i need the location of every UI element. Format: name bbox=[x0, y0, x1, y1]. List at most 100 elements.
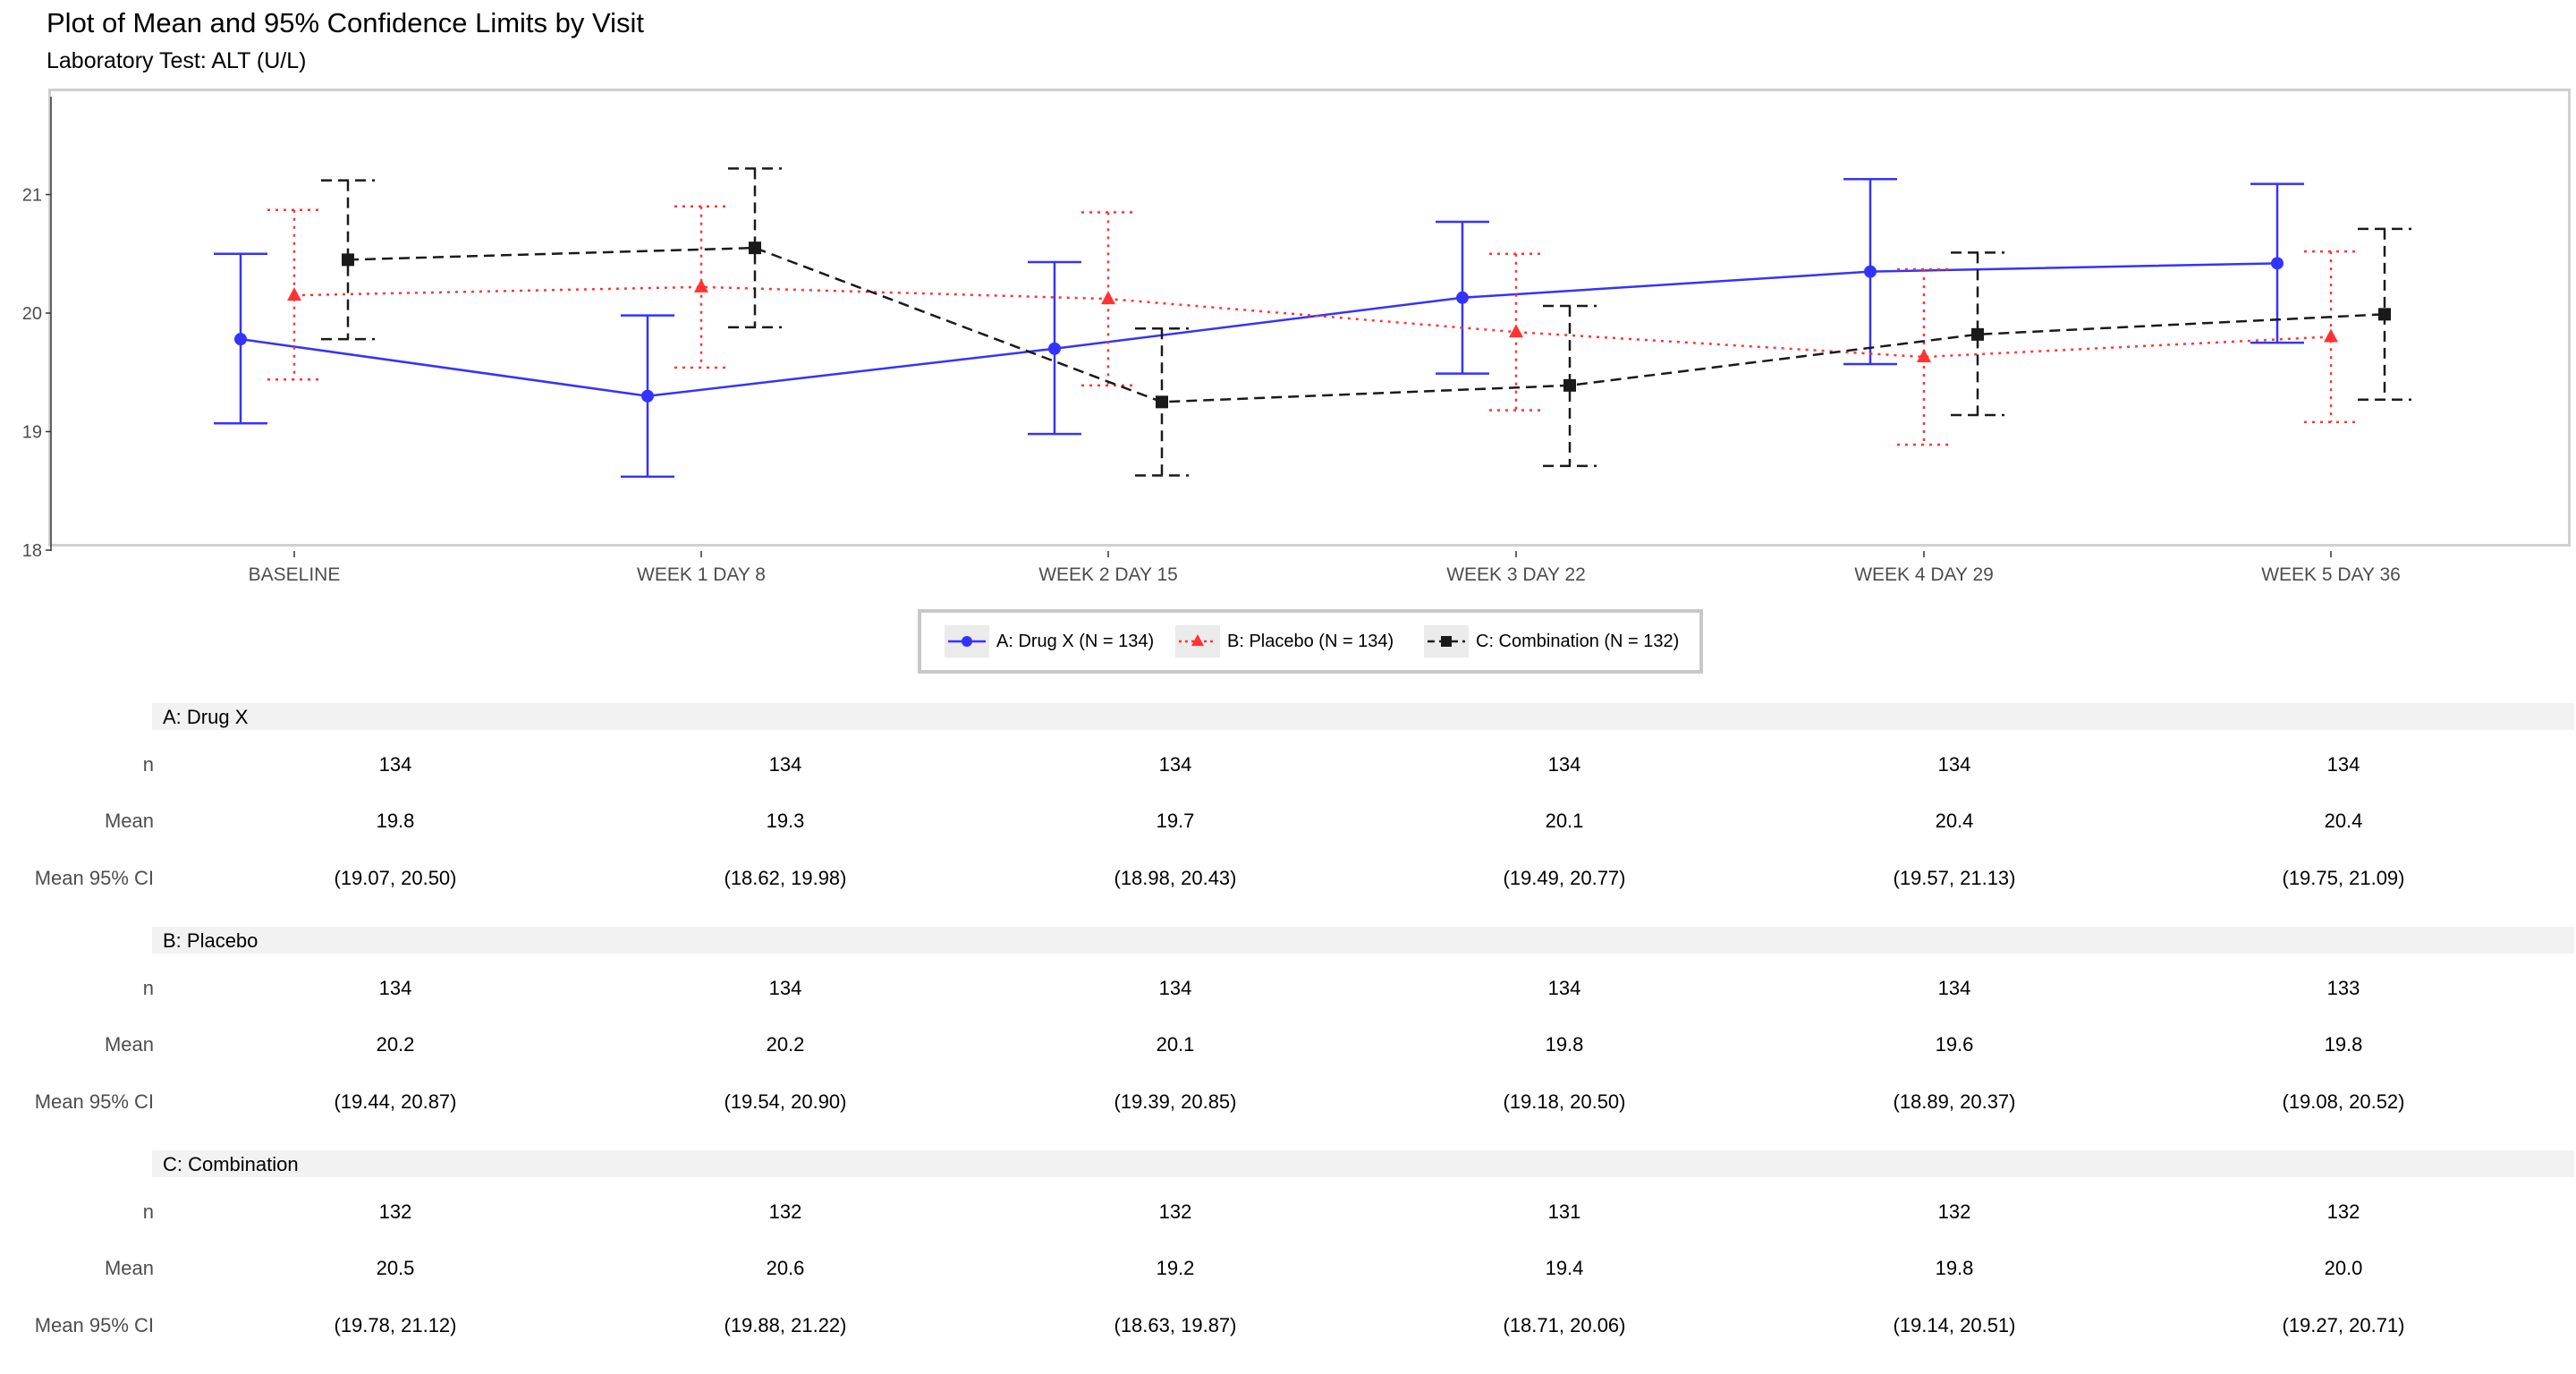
row-label-mean: Mean bbox=[104, 1033, 154, 1056]
table-cell: 20.1 bbox=[1545, 810, 1584, 832]
table-cell: 132 bbox=[1158, 1200, 1192, 1223]
data-point-combination bbox=[1156, 395, 1168, 409]
table-cell: 132 bbox=[2326, 1200, 2360, 1223]
table-cell: (18.62, 19.98) bbox=[724, 867, 847, 889]
table-cell: 20.4 bbox=[2324, 810, 2363, 832]
row-label-ci: Mean 95% CI bbox=[34, 1090, 154, 1113]
table-cell: (18.89, 20.37) bbox=[1893, 1090, 2016, 1113]
group-strip-combination: C: Combination bbox=[152, 1150, 2574, 1177]
table-cell: 134 bbox=[1158, 977, 1192, 999]
group-label: A: Drug X bbox=[163, 706, 249, 728]
table-cell: (19.27, 20.71) bbox=[2282, 1314, 2405, 1336]
data-point-drug-x bbox=[1048, 342, 1061, 355]
legend-label-placebo: B: Placebo (N = 134) bbox=[1227, 631, 1394, 651]
table-cell: 20.2 bbox=[376, 1033, 415, 1056]
table-cell: (19.75, 21.09) bbox=[2282, 867, 2405, 889]
table-cell: (19.88, 21.22) bbox=[724, 1314, 847, 1336]
table-cell: (18.98, 20.43) bbox=[1114, 867, 1237, 889]
x-tick-label: WEEK 4 DAY 29 bbox=[1854, 564, 1994, 585]
data-point-combination bbox=[2378, 308, 2391, 321]
table-cell: 132 bbox=[378, 1200, 412, 1223]
legend-key-triangle-icon bbox=[1175, 625, 1220, 657]
y-tick-label: 18 bbox=[22, 541, 42, 561]
table-cell: (18.71, 20.06) bbox=[1503, 1314, 1626, 1336]
y-tick-label: 19 bbox=[22, 423, 42, 443]
row-label-ci: Mean 95% CI bbox=[34, 867, 154, 889]
plot-svg: 18 19 20 21 BASELINE WEEK 1 DAY 8 WEEK 2 DAY 1… bbox=[22, 97, 2411, 585]
table-cell: 131 bbox=[1547, 1200, 1581, 1223]
table-cell: (19.39, 20.85) bbox=[1114, 1090, 1237, 1113]
table-cell: 19.8 bbox=[376, 810, 415, 832]
table-cell: 132 bbox=[1937, 1200, 1971, 1223]
table-cell: 20.6 bbox=[766, 1257, 805, 1279]
table-cell: 19.4 bbox=[1545, 1257, 1584, 1279]
table-cell: 20.5 bbox=[376, 1257, 415, 1279]
x-tick-label: WEEK 3 DAY 22 bbox=[1446, 564, 1586, 585]
data-point-placebo bbox=[694, 278, 708, 293]
table-cell: 132 bbox=[768, 1200, 802, 1223]
row-label-n: n bbox=[142, 977, 154, 999]
table-cell: 134 bbox=[768, 753, 802, 776]
table-cell: (19.07, 20.50) bbox=[334, 867, 457, 889]
legend-item-drug-x: A: Drug X (N = 134) bbox=[945, 625, 1154, 657]
row-label-n: n bbox=[142, 753, 154, 776]
row-label-n: n bbox=[142, 1200, 154, 1223]
table-cell: (19.49, 20.77) bbox=[1503, 867, 1626, 889]
group-label: C: Combination bbox=[163, 1153, 299, 1175]
plot-panel: 18 19 20 21 BASELINE WEEK 1 DAY 8 WEEK 2 DAY 1… bbox=[22, 89, 2571, 585]
table-cell: 134 bbox=[1158, 753, 1192, 776]
legend-key-circle-icon bbox=[945, 625, 989, 657]
table-cell: 20.4 bbox=[1935, 810, 1974, 832]
data-point-drug-x bbox=[1456, 291, 1469, 304]
table-cell: 134 bbox=[1937, 753, 1971, 776]
x-tick-label: BASELINE bbox=[249, 564, 341, 585]
table-cell: (19.78, 21.12) bbox=[334, 1314, 457, 1336]
chart-subtitle: Laboratory Test: ALT (U/L) bbox=[47, 48, 307, 73]
table-cell: 19.7 bbox=[1156, 810, 1195, 832]
data-point-placebo bbox=[1101, 291, 1115, 305]
table-cell: 134 bbox=[768, 977, 802, 999]
table-cell: (18.63, 19.87) bbox=[1114, 1314, 1237, 1336]
row-label-mean: Mean bbox=[104, 810, 154, 832]
table-cell: 19.8 bbox=[1935, 1257, 1974, 1279]
table-cell: (19.54, 20.90) bbox=[724, 1090, 847, 1113]
chart-title: Plot of Mean and 95% Confidence Limits b… bbox=[47, 7, 645, 38]
row-label-mean: Mean bbox=[104, 1257, 154, 1279]
table-cell: (19.08, 20.52) bbox=[2282, 1090, 2405, 1113]
table-cell: (19.14, 20.51) bbox=[1893, 1314, 2016, 1336]
table-cell: 134 bbox=[2326, 753, 2360, 776]
x-tick-label: WEEK 2 DAY 15 bbox=[1038, 564, 1178, 585]
table-cell: 134 bbox=[1547, 977, 1581, 999]
table-cell: 134 bbox=[1547, 753, 1581, 776]
group-label: B: Placebo bbox=[163, 929, 258, 952]
data-point-combination bbox=[1563, 378, 1576, 392]
data-point-placebo bbox=[2324, 328, 2338, 343]
table-cell: 19.8 bbox=[2324, 1033, 2363, 1056]
series-line-combination bbox=[347, 246, 2385, 403]
data-point-drug-x bbox=[2271, 257, 2284, 270]
data-point-combination bbox=[1971, 327, 1984, 341]
data-point-drug-x bbox=[641, 389, 654, 403]
data-point-placebo bbox=[1509, 324, 1523, 338]
table-cell: 19.3 bbox=[766, 810, 805, 832]
x-tick-label: WEEK 5 DAY 36 bbox=[2261, 564, 2401, 585]
y-tick-label: 20 bbox=[22, 304, 42, 324]
legend-label-drug-x: A: Drug X (N = 134) bbox=[996, 631, 1155, 651]
y-tick-label: 21 bbox=[22, 186, 42, 206]
table-cell: 134 bbox=[378, 753, 412, 776]
data-point-drug-x bbox=[234, 333, 247, 346]
legend: A: Drug X (N = 134) B: Placebo (N = 134)… bbox=[918, 609, 1703, 674]
table-cell: 19.6 bbox=[1935, 1033, 1974, 1056]
x-tick-label: WEEK 1 DAY 8 bbox=[637, 564, 766, 585]
legend-item-placebo: B: Placebo (N = 134) bbox=[1175, 625, 1394, 657]
row-label-ci: Mean 95% CI bbox=[34, 1314, 154, 1336]
table-cell: 20.2 bbox=[766, 1033, 805, 1056]
data-point-placebo bbox=[287, 287, 301, 301]
table-cell: 20.0 bbox=[2324, 1257, 2363, 1279]
table-cell: (19.57, 21.13) bbox=[1893, 867, 2016, 889]
table-cell: 134 bbox=[378, 977, 412, 999]
table-cell: 134 bbox=[1937, 977, 1971, 999]
table-cell: (19.44, 20.87) bbox=[334, 1090, 457, 1113]
legend-item-combination: C: Combination (N = 132) bbox=[1424, 625, 1679, 657]
legend-label-combination: C: Combination (N = 132) bbox=[1476, 631, 1680, 651]
